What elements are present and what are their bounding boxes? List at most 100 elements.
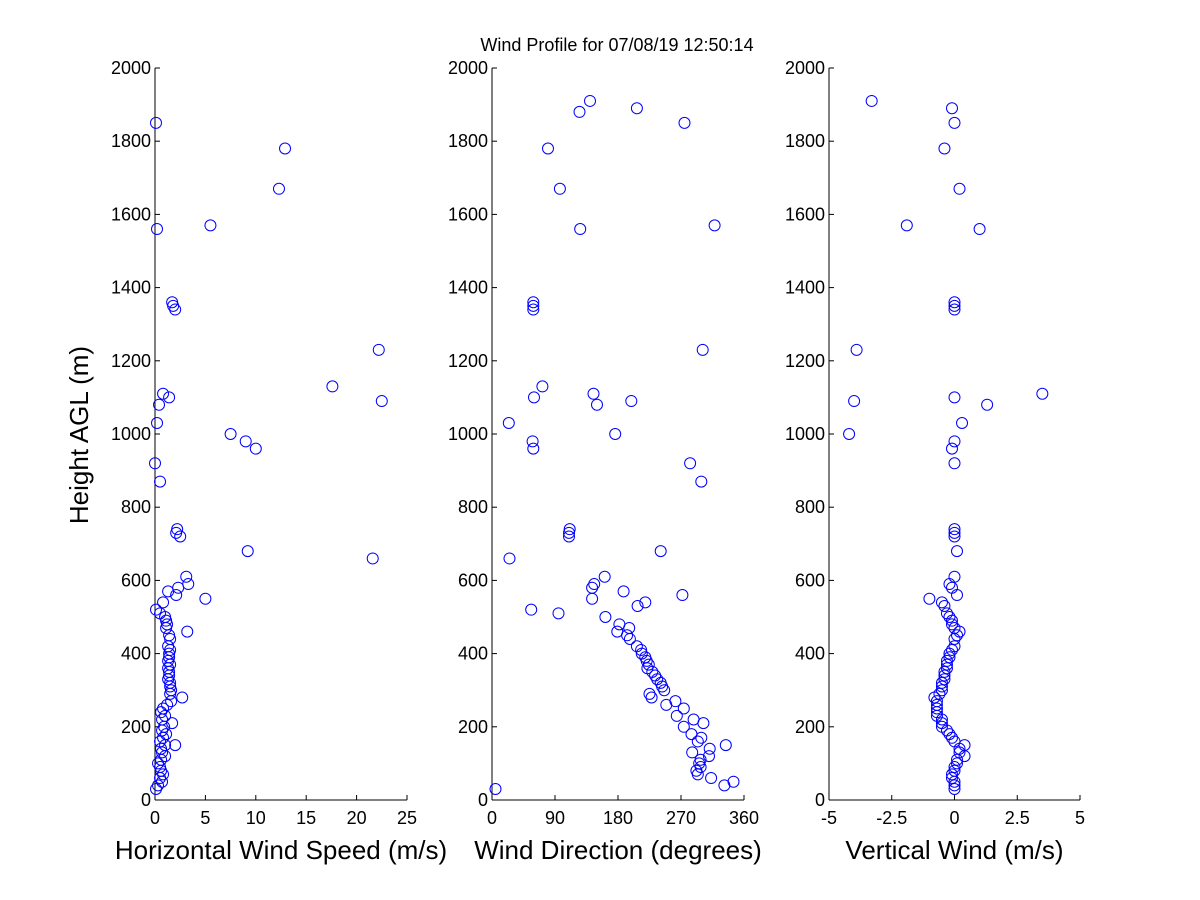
data-point: [660, 698, 673, 711]
data-point: [691, 768, 704, 781]
x-tick-label: -2.5: [876, 808, 907, 828]
data-point: [948, 632, 961, 645]
data-point: [948, 640, 961, 653]
data-point: [935, 596, 948, 609]
y-tick-label: 1400: [448, 278, 488, 298]
data-point: [948, 570, 961, 583]
data-point: [677, 720, 690, 733]
y-tick-label: 800: [795, 497, 825, 517]
data-point: [948, 779, 961, 792]
data-point: [527, 303, 540, 316]
data-point: [951, 589, 964, 602]
y-tick-label: 1800: [785, 131, 825, 151]
horizontal-wind-speed-panel: 0 200 400 600 800 1000 1200 1400 1600 1800 2000 0 5 1…: [111, 58, 447, 865]
data-point: [923, 592, 936, 605]
data-point: [940, 658, 953, 671]
data-point: [943, 728, 956, 741]
data-point: [174, 530, 187, 543]
y-tick-label: 0: [815, 790, 825, 810]
data-point: [527, 442, 540, 455]
data-point: [249, 442, 262, 455]
data-point: [279, 142, 292, 155]
data-point: [151, 223, 164, 236]
data-point: [272, 182, 285, 195]
data-point: [945, 731, 958, 744]
data-point: [598, 570, 611, 583]
data-point: [527, 296, 540, 309]
x-tick-label: 90: [545, 808, 565, 828]
data-point: [150, 603, 163, 616]
y-tick-label: 600: [121, 570, 151, 590]
data-point: [623, 632, 636, 645]
y-tick-label: 1400: [111, 278, 151, 298]
data-point: [586, 592, 599, 605]
data-point: [528, 391, 540, 404]
data-point: [553, 182, 566, 195]
data-point: [170, 589, 183, 602]
x-tick-label: 0: [487, 808, 497, 828]
wind-direction-panel: 0 200 400 600 800 1000 1200 1400 1600 1800 2000 0 90…: [448, 58, 762, 865]
data-point: [169, 739, 182, 752]
data-point: [525, 603, 538, 616]
data-point: [170, 526, 183, 539]
figure-title: Wind Profile for 07/08/19 12:50:14: [480, 35, 753, 55]
data-point: [154, 475, 167, 488]
data-point: [159, 750, 172, 763]
data-point: [635, 643, 648, 656]
data-point: [375, 395, 388, 408]
data-point: [951, 753, 964, 766]
data-point: [677, 702, 690, 715]
data-point: [695, 731, 708, 744]
data-point: [938, 673, 951, 686]
data-point: [157, 596, 170, 609]
data-point: [150, 116, 163, 129]
data-point: [527, 299, 540, 312]
data-point: [366, 552, 379, 565]
data-point: [948, 435, 961, 448]
data-point: [658, 684, 671, 697]
data-point: [691, 735, 704, 748]
data-point: [865, 94, 878, 107]
data-point: [639, 596, 652, 609]
data-point: [153, 398, 166, 411]
data-point: [943, 611, 956, 623]
data-point: [948, 530, 961, 543]
data-point: [938, 665, 951, 678]
data-point: [574, 223, 587, 236]
data-point: [695, 475, 708, 488]
data-point: [586, 581, 599, 594]
y-tick-label: 1200: [111, 351, 151, 371]
data-point: [850, 343, 863, 356]
data-point: [938, 669, 951, 682]
data-point: [163, 629, 176, 642]
data-point: [935, 676, 948, 689]
data-point: [584, 94, 596, 107]
x-tick-label: -5: [821, 808, 837, 828]
data-point: [164, 632, 177, 645]
vwind-x-axis-label: Vertical Wind (m/s): [845, 835, 1063, 865]
y-tick-label: 400: [795, 644, 825, 664]
y-tick-label: 200: [121, 717, 151, 737]
x-tick-label: 360: [729, 808, 759, 828]
x-tick-label: 0: [949, 808, 959, 828]
data-point: [945, 768, 958, 781]
data-point: [609, 428, 622, 440]
data-point: [948, 116, 961, 129]
data-point: [930, 702, 943, 715]
y-tick-label: 200: [458, 717, 488, 737]
data-point: [676, 589, 689, 602]
data-point: [703, 742, 716, 755]
data-point: [176, 691, 189, 704]
data-point: [948, 775, 961, 788]
data-point: [948, 303, 961, 316]
data-point: [640, 654, 653, 667]
y-tick-label: 1800: [111, 131, 151, 151]
data-point: [956, 417, 969, 430]
data-point: [945, 772, 958, 785]
data-point: [646, 665, 659, 678]
y-tick-label: 0: [141, 790, 151, 810]
data-point: [848, 395, 861, 408]
x-tick-label: 25: [397, 808, 417, 828]
y-tick-label: 2000: [111, 58, 151, 78]
data-point: [631, 600, 644, 613]
